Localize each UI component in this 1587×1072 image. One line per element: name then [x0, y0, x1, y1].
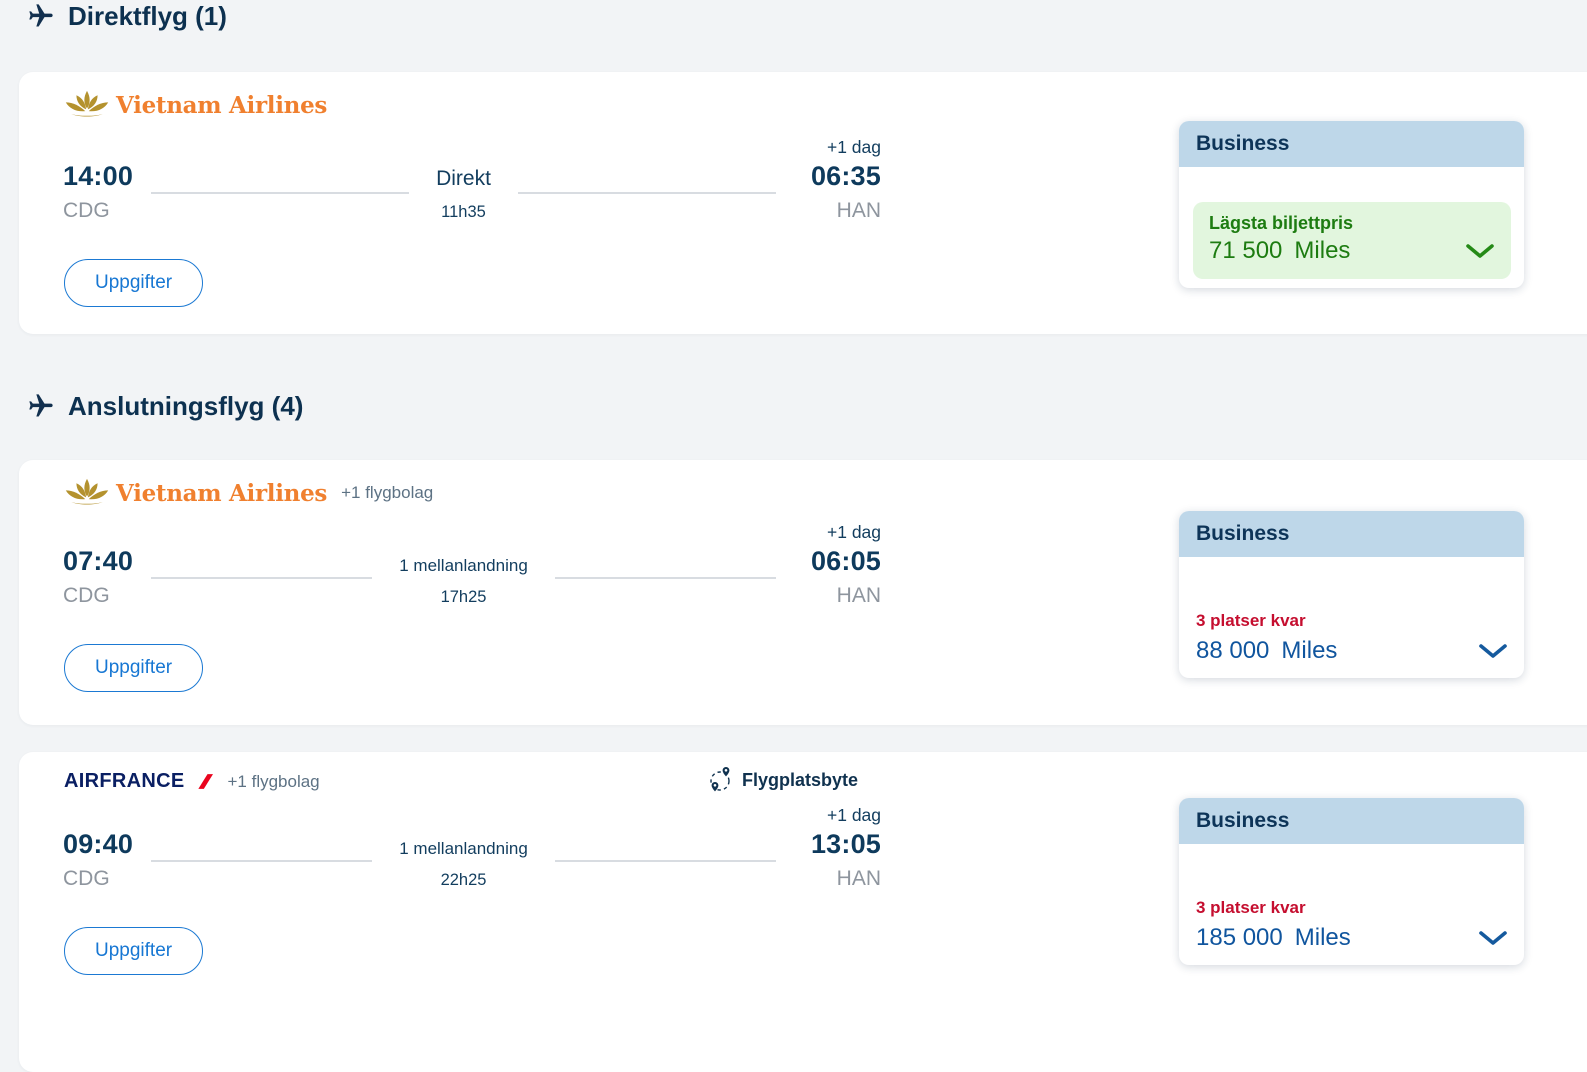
airport-change-badge: Flygplatsbyte [709, 766, 858, 794]
itinerary-row: 09:40 CDG 1 mellanlandning 22h25 +1 dag … [63, 802, 881, 892]
details-button[interactable]: Uppgifter [64, 927, 204, 975]
arrival-day-offset: +1 dag [826, 137, 881, 157]
flight-card-connecting-vietnam: Vietnam Airlines +1 flygbolag 07:40 CDG … [19, 460, 1587, 725]
leg-line [554, 577, 777, 579]
fare-option[interactable]: 3 platser kvar 88 000 Miles [1196, 611, 1508, 665]
airport-change-icon [710, 767, 730, 792]
leg-line [554, 860, 777, 862]
chevron-down-icon[interactable] [1465, 243, 1495, 259]
cabin-class-header: Business [1179, 798, 1524, 844]
section-title: Anslutningsflyg (4) [68, 390, 304, 421]
arrival-time: 13:05 [810, 829, 882, 859]
stops-block: 1 mellanlandning 22h25 [399, 802, 528, 890]
leg-line [151, 860, 373, 862]
details-button[interactable]: Uppgifter [64, 644, 204, 692]
arrival-time: 06:05 [810, 546, 882, 576]
departure-block: 14:00 CDG [63, 134, 141, 224]
itinerary-row: 14:00 CDG Direkt 11h35 +1 dag 06:35 HAN [63, 134, 881, 224]
carrier-name: Vietnam Airlines [116, 91, 328, 119]
departure-airport: CDG [63, 584, 110, 607]
arrival-airport: HAN [836, 867, 882, 890]
arrival-block: +1 dag 13:05 HAN [803, 802, 881, 892]
leg-line [517, 192, 776, 194]
airfrance-logo: AIRFRANCE [64, 770, 214, 793]
carrier-row: Vietnam Airlines [64, 90, 327, 120]
arrival-block: +1 dag 06:35 HAN [803, 134, 881, 224]
arrival-day-offset: +1 dag [827, 522, 882, 542]
extra-carriers-label: +1 flygbolag [227, 771, 320, 791]
arrival-airport: HAN [836, 584, 882, 607]
miles-price: 88 000 Miles [1196, 637, 1338, 664]
stops-label: Direkt [436, 167, 491, 190]
lotus-icon [65, 90, 109, 117]
extra-carriers-label: +1 flygbolag [341, 483, 434, 502]
lowest-fare-option[interactable]: Lägsta biljettpris 71 500 Miles [1193, 202, 1511, 279]
vietnam-airlines-logo: Vietnam Airlines [64, 90, 327, 120]
leg-line [151, 577, 373, 579]
carrier-name: AIRFRANCE [64, 770, 185, 792]
chevron-down-icon[interactable] [1478, 930, 1508, 946]
duration-label: 11h35 [441, 203, 486, 221]
fare-option[interactable]: 3 platser kvar 185 000 Miles [1196, 898, 1508, 952]
miles-price: 185 000 Miles [1196, 924, 1351, 951]
departure-block: 09:40 CDG [63, 802, 141, 892]
arrival-day-offset: +1 dag [827, 805, 882, 825]
cabin-offer-panel: Business 3 platser kvar 88 000 Miles [1179, 511, 1524, 678]
departure-airport: CDG [63, 867, 110, 890]
seats-left-label: 3 platser kvar [1196, 611, 1306, 630]
stops-block: Direkt 11h35 [436, 134, 491, 222]
duration-label: 22h25 [440, 871, 487, 889]
airport-change-label: Flygplatsbyte [742, 769, 859, 790]
plane-icon [27, 2, 55, 30]
leg-line [151, 192, 410, 194]
section-title: Direktflyg (1) [68, 0, 227, 31]
section-header-connecting: Anslutningsflyg (4) [27, 390, 1587, 422]
departure-time: 09:40 [63, 829, 134, 859]
vietnam-airlines-logo: Vietnam Airlines [64, 478, 327, 508]
stops-label: 1 mellanlandning [399, 839, 528, 858]
chevron-down-icon[interactable] [1478, 643, 1508, 659]
cabin-class-header: Business [1179, 121, 1524, 167]
arrival-time: 06:35 [810, 161, 881, 191]
stops-label: 1 mellanlandning [399, 556, 528, 575]
cabin-class-header: Business [1179, 511, 1524, 557]
departure-time: 14:00 [63, 161, 134, 191]
offer-label: Lägsta biljettpris [1209, 213, 1354, 233]
section-header-direct: Direktflyg (1) [27, 0, 1587, 32]
flight-card-direct-vietnam: Vietnam Airlines 14:00 CDG Direkt 11h35 … [19, 72, 1587, 334]
carrier-row: AIRFRANCE +1 flygbolag [64, 770, 320, 793]
duration-label: 17h25 [440, 588, 487, 606]
cabin-offer-panel: Business 3 platser kvar 185 000 Miles [1179, 798, 1524, 965]
airfrance-swoosh-icon [198, 774, 214, 789]
lotus-icon [65, 478, 109, 505]
arrival-airport: HAN [836, 199, 881, 222]
departure-block: 07:40 CDG [63, 519, 141, 609]
miles-price: 71 500 Miles [1209, 237, 1351, 264]
itinerary-row: 07:40 CDG 1 mellanlandning 17h25 +1 dag … [63, 519, 881, 609]
departure-airport: CDG [63, 199, 110, 222]
details-button[interactable]: Uppgifter [64, 259, 204, 307]
carrier-name: Vietnam Airlines [116, 479, 328, 507]
plane-icon [27, 392, 55, 420]
flight-card-connecting-airfrance: AIRFRANCE +1 flygbolag Flygplatsbyte 09:… [19, 752, 1587, 1072]
arrival-block: +1 dag 06:05 HAN [803, 519, 881, 609]
seats-left-label: 3 platser kvar [1196, 898, 1306, 917]
carrier-row: Vietnam Airlines +1 flygbolag [64, 478, 433, 508]
departure-time: 07:40 [63, 546, 134, 576]
cabin-offer-panel: Business Lägsta biljettpris 71 500 Miles [1179, 121, 1524, 288]
stops-block: 1 mellanlandning 17h25 [399, 519, 528, 607]
